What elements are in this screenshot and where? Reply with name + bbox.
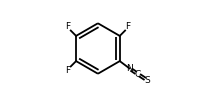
Text: F: F [66,66,71,75]
Text: N: N [126,64,133,73]
Text: S: S [144,76,150,84]
Text: F: F [66,22,71,31]
Text: C: C [135,70,141,78]
Text: F: F [125,22,130,31]
